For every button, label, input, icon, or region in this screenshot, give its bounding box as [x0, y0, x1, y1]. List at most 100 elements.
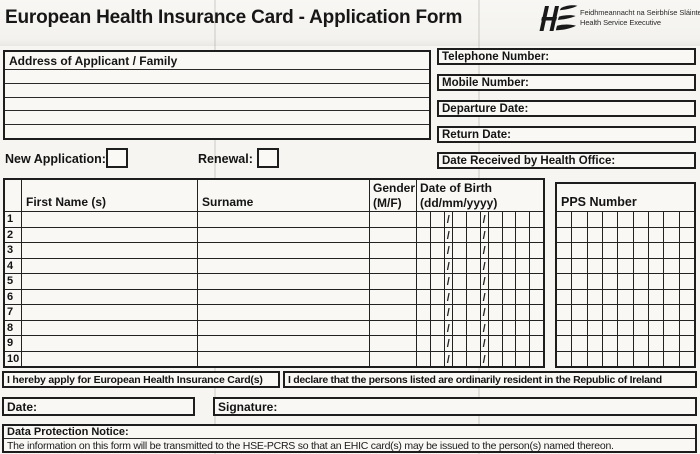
dob-digit-cell[interactable]	[503, 227, 517, 242]
dob-digit-cell[interactable]	[417, 274, 431, 289]
dob-digit-cell[interactable]	[467, 289, 481, 304]
dob-digit-cell[interactable]	[489, 274, 503, 289]
pps-cell[interactable]	[618, 320, 634, 335]
dob-digit-cell[interactable]	[467, 305, 481, 320]
dob-digit-cell[interactable]	[431, 274, 445, 289]
pps-cell[interactable]	[618, 289, 634, 304]
pps-cell[interactable]	[680, 321, 694, 336]
first-name-cell[interactable]	[22, 336, 198, 351]
dob-digit-cell[interactable]	[417, 227, 431, 242]
pps-cell[interactable]	[588, 227, 603, 242]
pps-cell[interactable]	[572, 227, 588, 242]
pps-cell[interactable]	[664, 289, 680, 304]
surname-cell[interactable]	[198, 243, 370, 258]
dob-digit-cell[interactable]	[417, 351, 431, 366]
first-name-cell[interactable]	[22, 243, 198, 258]
surname-cell[interactable]	[198, 320, 370, 335]
pps-cell[interactable]	[603, 351, 619, 366]
pps-cell[interactable]	[618, 227, 634, 242]
pps-cell[interactable]	[557, 274, 573, 289]
surname-cell[interactable]	[198, 351, 370, 366]
dob-digit-cell[interactable]	[516, 305, 531, 320]
pps-cell[interactable]	[634, 320, 649, 335]
dob-digit-cell[interactable]	[516, 212, 531, 227]
pps-cell[interactable]	[557, 351, 573, 366]
surname-cell[interactable]	[198, 212, 370, 227]
first-name-cell[interactable]	[22, 320, 198, 335]
gender-cell[interactable]	[370, 320, 417, 335]
dob-digit-cell[interactable]	[530, 336, 543, 351]
pps-cell[interactable]	[680, 305, 694, 320]
gender-cell[interactable]	[370, 289, 417, 304]
surname-cell[interactable]	[198, 274, 370, 289]
pps-cell[interactable]	[664, 243, 680, 258]
pps-cell[interactable]	[618, 212, 634, 227]
dob-digit-cell[interactable]	[503, 305, 517, 320]
pps-cell[interactable]	[588, 243, 603, 258]
pps-cell[interactable]	[588, 305, 603, 320]
dob-digit-cell[interactable]	[489, 336, 503, 351]
dob-digit-cell[interactable]	[530, 274, 543, 289]
date-received-field[interactable]: Date Received by Health Office:	[437, 152, 696, 169]
dob-digit-cell[interactable]	[453, 227, 467, 242]
first-name-cell[interactable]	[22, 212, 198, 227]
pps-cell[interactable]	[557, 320, 573, 335]
pps-cell[interactable]	[557, 289, 573, 304]
pps-cell[interactable]	[603, 212, 619, 227]
pps-cell[interactable]	[572, 212, 588, 227]
dob-digit-cell[interactable]	[453, 258, 467, 273]
dob-digit-cell[interactable]	[489, 305, 503, 320]
address-line[interactable]	[5, 125, 429, 138]
dob-digit-cell[interactable]	[431, 227, 445, 242]
pps-cell[interactable]	[649, 336, 665, 351]
dob-digit-cell[interactable]	[503, 243, 517, 258]
dob-digit-cell[interactable]	[431, 336, 445, 351]
dob-digit-cell[interactable]	[467, 320, 481, 335]
dob-digit-cell[interactable]	[516, 243, 531, 258]
dob-digit-cell[interactable]	[489, 289, 503, 304]
pps-cell[interactable]	[664, 274, 680, 289]
pps-cell[interactable]	[572, 289, 588, 304]
pps-cell[interactable]	[649, 212, 665, 227]
pps-cell[interactable]	[680, 352, 694, 367]
dob-digit-cell[interactable]	[431, 305, 445, 320]
pps-cell[interactable]	[557, 336, 573, 351]
pps-cell[interactable]	[603, 289, 619, 304]
pps-cell[interactable]	[588, 274, 603, 289]
pps-cell[interactable]	[664, 212, 680, 227]
pps-cell[interactable]	[649, 274, 665, 289]
pps-cell[interactable]	[588, 351, 603, 366]
dob-digit-cell[interactable]	[489, 258, 503, 273]
pps-cell[interactable]	[664, 351, 680, 366]
telephone-number-field[interactable]: Telephone Number:	[437, 48, 696, 65]
dob-digit-cell[interactable]	[453, 351, 467, 366]
pps-cell[interactable]	[649, 351, 665, 366]
date-field[interactable]: Date:	[2, 397, 195, 416]
dob-digit-cell[interactable]	[503, 336, 517, 351]
new-application-checkbox[interactable]	[106, 148, 128, 168]
mobile-number-field[interactable]: Mobile Number:	[437, 74, 696, 91]
dob-digit-cell[interactable]	[530, 290, 543, 305]
pps-cell[interactable]	[634, 227, 649, 242]
dob-digit-cell[interactable]	[453, 289, 467, 304]
dob-digit-cell[interactable]	[489, 243, 503, 258]
dob-digit-cell[interactable]	[453, 274, 467, 289]
pps-cell[interactable]	[664, 320, 680, 335]
pps-cell[interactable]	[603, 305, 619, 320]
dob-digit-cell[interactable]	[417, 320, 431, 335]
dob-digit-cell[interactable]	[516, 227, 531, 242]
pps-cell[interactable]	[572, 320, 588, 335]
dob-digit-cell[interactable]	[516, 258, 531, 273]
dob-digit-cell[interactable]	[431, 212, 445, 227]
gender-cell[interactable]	[370, 336, 417, 351]
dob-digit-cell[interactable]	[489, 227, 503, 242]
gender-cell[interactable]	[370, 305, 417, 320]
pps-cell[interactable]	[664, 258, 680, 273]
pps-cell[interactable]	[664, 305, 680, 320]
pps-cell[interactable]	[603, 243, 619, 258]
dob-digit-cell[interactable]	[530, 259, 543, 274]
pps-cell[interactable]	[634, 336, 649, 351]
dob-digit-cell[interactable]	[489, 212, 503, 227]
pps-cell[interactable]	[557, 258, 573, 273]
gender-cell[interactable]	[370, 258, 417, 273]
